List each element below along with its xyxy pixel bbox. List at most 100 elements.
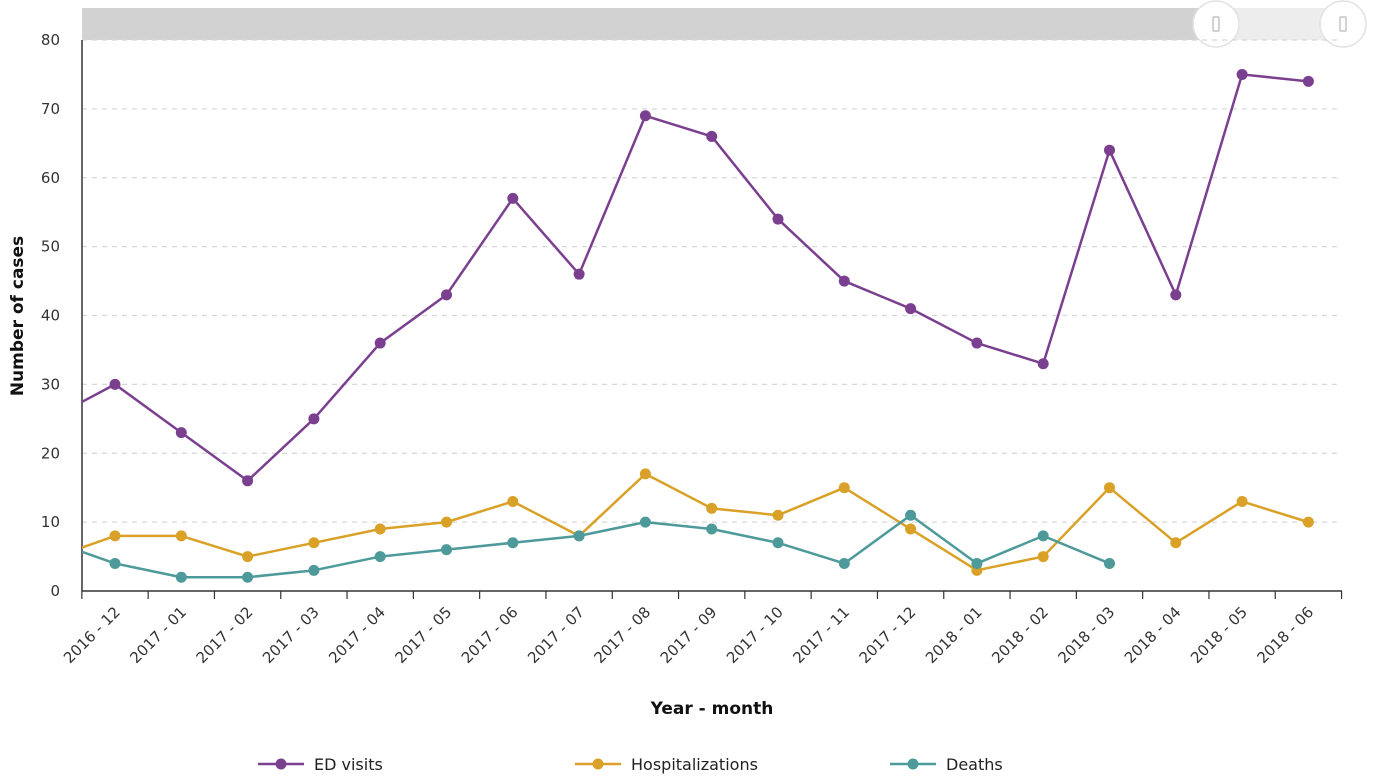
y-tick-label: 10 <box>41 513 60 531</box>
data-point[interactable] <box>838 275 850 287</box>
x-tick-label: 2017 - 10 <box>723 603 787 667</box>
x-tick-label: 2017 - 06 <box>458 603 522 667</box>
data-point[interactable] <box>374 337 386 349</box>
range-navigator[interactable] <box>82 0 1367 48</box>
series-ed-visits <box>82 68 1314 487</box>
x-tick-label: 2018 - 06 <box>1253 603 1317 667</box>
series-line <box>82 472 1309 572</box>
y-tick-label: 70 <box>41 100 60 118</box>
data-point[interactable] <box>905 509 917 521</box>
x-tick-label: 2018 - 04 <box>1121 603 1185 667</box>
data-point[interactable] <box>1236 68 1248 80</box>
data-point[interactable] <box>772 213 784 225</box>
data-point[interactable] <box>308 564 320 576</box>
data-point[interactable] <box>573 530 585 542</box>
data-point[interactable] <box>706 523 718 535</box>
legend-item-ed-visits[interactable]: ED visits <box>258 755 383 774</box>
legend-label: ED visits <box>314 755 383 774</box>
data-point[interactable] <box>639 468 651 480</box>
data-point[interactable] <box>1236 495 1248 507</box>
data-point[interactable] <box>1302 516 1314 528</box>
x-tick-label: 2017 - 11 <box>789 603 853 667</box>
x-tick-label: 2016 - 12 <box>60 603 124 667</box>
legend-swatch-marker <box>592 758 604 770</box>
y-tick-label: 30 <box>41 375 60 393</box>
x-tick-label: 2017 - 04 <box>325 603 389 667</box>
x-tick-label: 2017 - 05 <box>392 603 456 667</box>
legend-label: Hospitalizations <box>631 755 758 774</box>
legend: ED visits Hospitalizations Deaths <box>258 755 1003 774</box>
x-tick-label: 2017 - 02 <box>193 603 257 667</box>
data-point[interactable] <box>308 537 320 549</box>
series-line <box>82 73 1309 483</box>
data-point[interactable] <box>1104 557 1115 569</box>
data-point[interactable] <box>838 557 850 569</box>
y-tick-label: 40 <box>41 307 60 325</box>
data-point[interactable] <box>1170 537 1182 549</box>
data-point[interactable] <box>772 537 784 549</box>
navigator-selected-range[interactable] <box>82 8 1216 40</box>
x-tick-label: 2017 - 08 <box>590 603 654 667</box>
data-point[interactable] <box>109 557 121 569</box>
x-tick-label: 2018 - 03 <box>1055 603 1119 667</box>
data-point[interactable] <box>242 571 254 583</box>
data-point[interactable] <box>507 495 519 507</box>
x-axis-title: Year - month <box>650 699 774 719</box>
legend-label: Deaths <box>946 755 1003 774</box>
data-point[interactable] <box>1037 530 1049 542</box>
data-point[interactable] <box>507 192 519 204</box>
data-point[interactable] <box>1104 144 1115 156</box>
x-tick-label: 2018 - 05 <box>1187 603 1251 667</box>
data-point[interactable] <box>175 571 187 583</box>
data-point[interactable] <box>772 509 784 521</box>
data-point[interactable] <box>374 523 386 535</box>
data-point[interactable] <box>109 378 121 390</box>
data-point[interactable] <box>971 557 983 569</box>
data-point[interactable] <box>706 502 718 514</box>
y-tick-label: 80 <box>41 31 60 49</box>
data-point[interactable] <box>308 413 320 425</box>
data-point[interactable] <box>374 551 386 563</box>
y-axis-ticks: 0 10 20 30 40 50 60 70 80 <box>41 31 60 600</box>
data-point[interactable] <box>441 516 452 528</box>
series-deaths <box>82 509 1115 583</box>
data-point[interactable] <box>242 551 254 563</box>
y-axis-title: Number of cases <box>8 236 28 396</box>
data-point[interactable] <box>441 544 452 556</box>
navigator-left-handle[interactable] <box>1192 0 1240 48</box>
data-point[interactable] <box>971 337 983 349</box>
data-point[interactable] <box>109 530 121 542</box>
data-point[interactable] <box>441 289 452 301</box>
x-tick-label: 2017 - 03 <box>259 603 323 667</box>
data-point[interactable] <box>1037 551 1049 563</box>
legend-swatch-marker <box>907 758 919 770</box>
data-point[interactable] <box>1104 482 1115 494</box>
legend-item-hospitalizations[interactable]: Hospitalizations <box>575 755 758 774</box>
y-tick-label: 20 <box>41 444 60 462</box>
y-tick-label: 60 <box>41 169 60 187</box>
data-point[interactable] <box>573 268 585 280</box>
x-tick-label: 2017 - 09 <box>657 603 721 667</box>
data-point[interactable] <box>706 130 718 142</box>
gridlines <box>82 39 1342 523</box>
x-tick-label: 2017 - 07 <box>524 603 588 667</box>
data-point[interactable] <box>1170 289 1182 301</box>
data-point[interactable] <box>639 516 651 528</box>
data-point[interactable] <box>838 482 850 494</box>
series-layer <box>82 68 1314 583</box>
data-point[interactable] <box>175 530 187 542</box>
data-point[interactable] <box>175 427 187 439</box>
x-tick-label: 2017 - 01 <box>126 603 190 667</box>
data-point[interactable] <box>1302 75 1314 87</box>
navigator-right-handle[interactable] <box>1319 0 1367 48</box>
data-point[interactable] <box>639 110 651 122</box>
x-tick-label: 2018 - 01 <box>922 603 986 667</box>
x-tick-label: 2018 - 02 <box>988 603 1052 667</box>
data-point[interactable] <box>905 303 917 315</box>
data-point[interactable] <box>242 475 254 487</box>
data-point[interactable] <box>1037 358 1049 370</box>
data-point[interactable] <box>507 537 519 549</box>
data-point[interactable] <box>905 523 917 535</box>
legend-item-deaths[interactable]: Deaths <box>890 755 1003 774</box>
